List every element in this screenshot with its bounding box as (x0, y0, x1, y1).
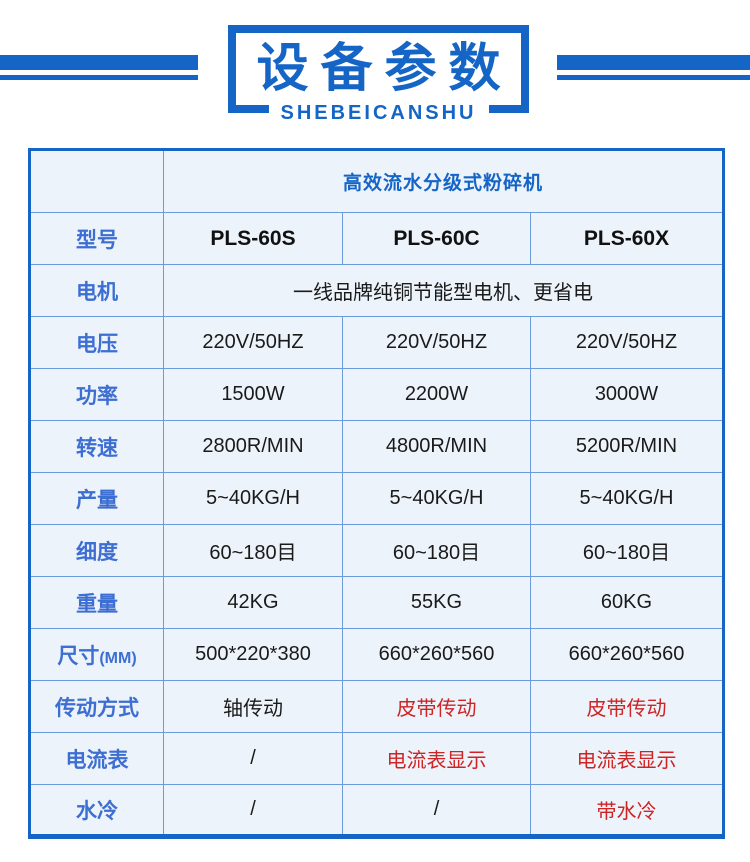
row-label-voltage: 电压 (29, 316, 164, 369)
spec-value: 60KG (530, 576, 724, 629)
spec-value: 60~180目 (530, 524, 724, 577)
spec-value: 2200W (342, 368, 531, 421)
row-label-power: 功率 (29, 368, 164, 421)
spec-value: / (342, 784, 531, 837)
spec-value: 220V/50HZ (342, 316, 531, 369)
decor-bar-left-thick (0, 55, 198, 70)
decor-bar-left-thin (0, 75, 198, 80)
spec-value: 4800R/MIN (342, 420, 531, 473)
spec-value: 2800R/MIN (163, 420, 343, 473)
row-label-speed: 转速 (29, 420, 164, 473)
spec-value: 5~40KG/H (163, 472, 343, 525)
row-label-model: 型号 (29, 212, 164, 265)
row-label-fineness: 细度 (29, 524, 164, 577)
row-label-watercooling: 水冷 (29, 784, 164, 837)
spec-value: 1500W (163, 368, 343, 421)
spec-value-highlight: 电流表显示 (530, 732, 724, 785)
table-row-model: 型号 PLS-60S PLS-60C PLS-60X (29, 212, 724, 265)
row-label-weight: 重量 (29, 576, 164, 629)
page-title: 设备参数 (256, 40, 513, 98)
header-banner: 设备参数 SHEBEICANSHU (0, 0, 750, 148)
row-label-output: 产量 (29, 472, 164, 525)
model-name-1: PLS-60S (163, 212, 343, 265)
spec-value: 5~40KG/H (530, 472, 724, 525)
table-row-transmission: 传动方式 轴传动 皮带传动 皮带传动 (29, 680, 724, 733)
table-row-speed: 转速 2800R/MIN 4800R/MIN 5200R/MIN (29, 420, 724, 473)
model-name-3: PLS-60X (530, 212, 724, 265)
table-row-voltage: 电压 220V/50HZ 220V/50HZ 220V/50HZ (29, 316, 724, 369)
spec-value: 60~180目 (342, 524, 531, 577)
table-row-watercooling: 水冷 / / 带水冷 (29, 784, 724, 837)
spec-value: 5~40KG/H (342, 472, 531, 525)
spec-table: 高效流水分级式粉碎机 型号 PLS-60S PLS-60C PLS-60X 电机… (28, 148, 725, 839)
table-row-product: 高效流水分级式粉碎机 (29, 149, 724, 213)
spec-value: 660*260*560 (530, 628, 724, 681)
spec-value: / (163, 732, 343, 785)
spec-value-highlight: 皮带传动 (342, 680, 531, 733)
spec-value: 660*260*560 (342, 628, 531, 681)
product-title: 高效流水分级式粉碎机 (163, 149, 724, 213)
spec-value: 500*220*380 (163, 628, 343, 681)
table-row-fineness: 细度 60~180目 60~180目 60~180目 (29, 524, 724, 577)
row-label-transmission: 传动方式 (29, 680, 164, 733)
dimensions-label-text: 尺寸 (57, 644, 100, 668)
spec-value: / (163, 784, 343, 837)
spec-value-highlight: 带水冷 (530, 784, 724, 837)
table-row-dimensions: 尺寸(MM) 500*220*380 660*260*560 660*260*5… (29, 628, 724, 681)
spec-value: 5200R/MIN (530, 420, 724, 473)
spec-value: 42KG (163, 576, 343, 629)
decor-bar-right-thin (557, 75, 750, 80)
motor-value: 一线品牌纯铜节能型电机、更省电 (163, 264, 724, 317)
row-label-ammeter: 电流表 (29, 732, 164, 785)
title-box: 设备参数 SHEBEICANSHU (228, 25, 529, 124)
table-row-output: 产量 5~40KG/H 5~40KG/H 5~40KG/H (29, 472, 724, 525)
row-label-motor: 电机 (29, 264, 164, 317)
model-name-2: PLS-60C (342, 212, 531, 265)
decor-bar-right-thick (557, 55, 750, 70)
table-row-motor: 电机 一线品牌纯铜节能型电机、更省电 (29, 264, 724, 317)
spec-value: 3000W (530, 368, 724, 421)
spec-value: 轴传动 (163, 680, 343, 733)
spec-value: 220V/50HZ (530, 316, 724, 369)
row-label-empty (29, 149, 164, 213)
spec-value: 55KG (342, 576, 531, 629)
spec-value-highlight: 皮带传动 (530, 680, 724, 733)
table-row-power: 功率 1500W 2200W 3000W (29, 368, 724, 421)
table-row-ammeter: 电流表 / 电流表显示 电流表显示 (29, 732, 724, 785)
spec-value: 220V/50HZ (163, 316, 343, 369)
dimensions-unit-note: (MM) (99, 649, 137, 667)
spec-value-highlight: 电流表显示 (342, 732, 531, 785)
page-subtitle: SHEBEICANSHU (268, 102, 489, 124)
spec-value: 60~180目 (163, 524, 343, 577)
table-row-weight: 重量 42KG 55KG 60KG (29, 576, 724, 629)
row-label-dimensions: 尺寸(MM) (29, 628, 164, 681)
